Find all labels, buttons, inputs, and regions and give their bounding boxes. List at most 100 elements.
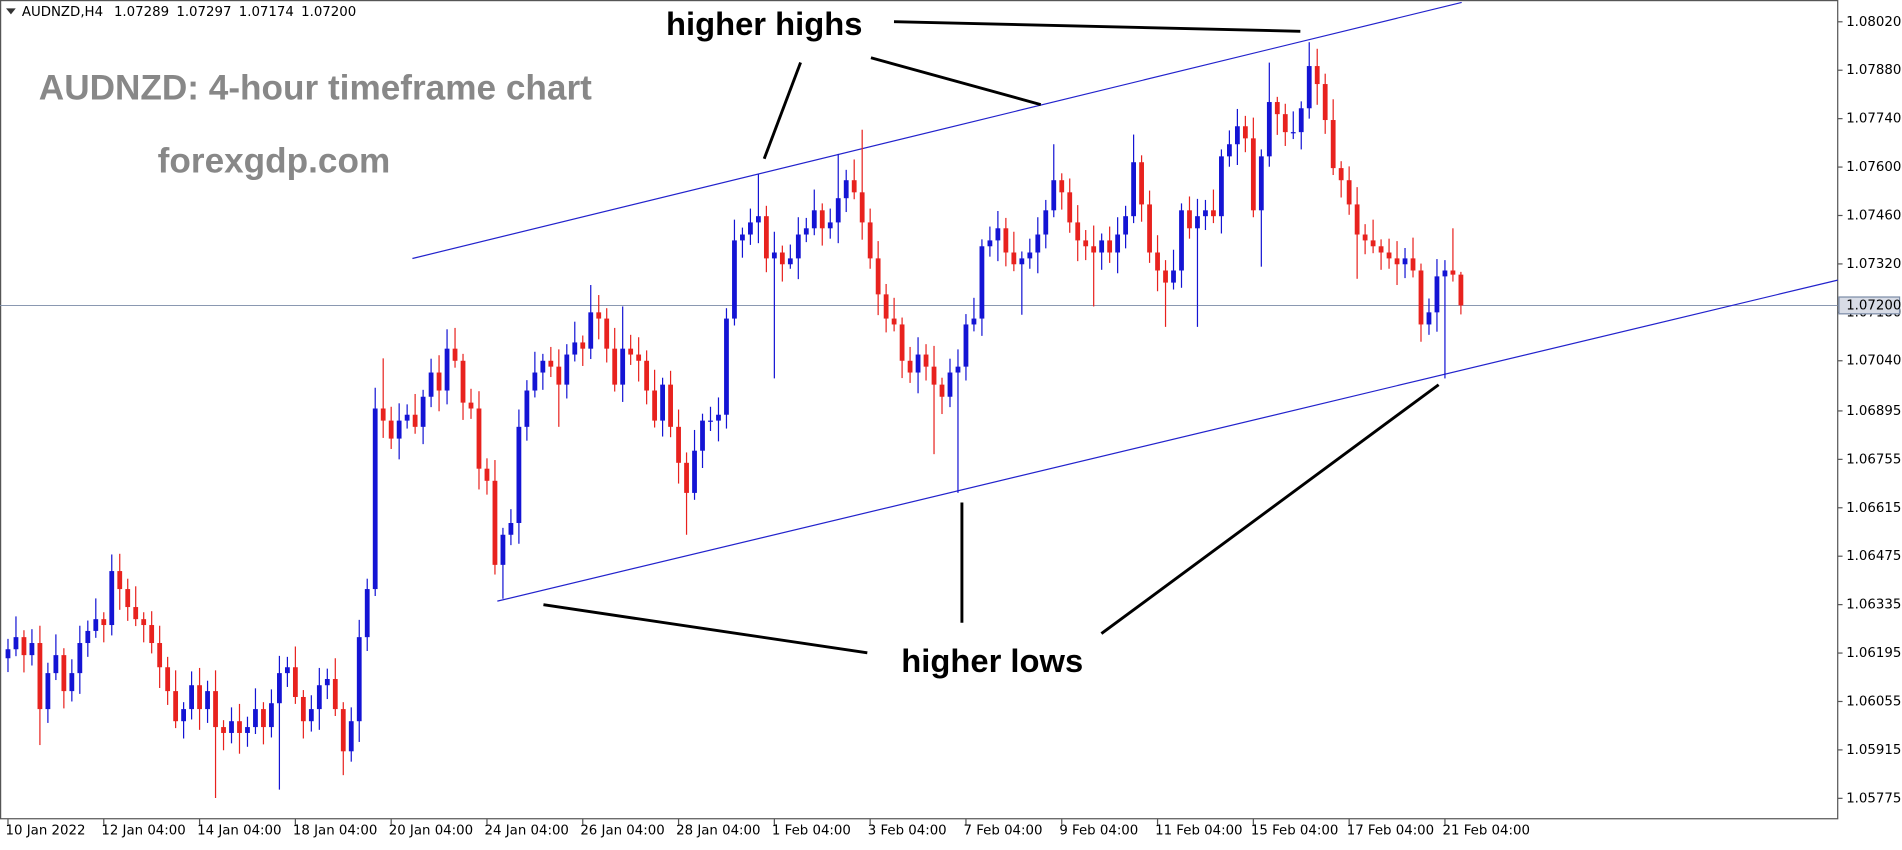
y-tick-label: 1.07460 xyxy=(1846,209,1901,224)
header-close: 1.07200 xyxy=(301,5,356,20)
candle-body xyxy=(157,643,163,668)
candle-body xyxy=(971,318,977,325)
candle-body xyxy=(1219,156,1224,217)
candle-body xyxy=(396,420,402,439)
candle-body xyxy=(1394,258,1400,265)
candle-body xyxy=(779,252,785,265)
candle-body xyxy=(1035,234,1041,253)
candle-body xyxy=(205,691,210,710)
candle-body xyxy=(763,216,769,259)
candle-body xyxy=(1091,246,1097,253)
candle-body xyxy=(995,228,1001,241)
pointer-line xyxy=(893,20,1301,33)
candle-body xyxy=(221,727,226,733)
candle-body xyxy=(676,426,681,463)
candle-body xyxy=(1179,210,1184,271)
candle-body xyxy=(524,390,530,427)
candle-body xyxy=(13,637,19,650)
annotation: higher lows xyxy=(901,642,1083,679)
candle-body xyxy=(412,414,418,427)
candle-body xyxy=(1067,192,1073,223)
x-tick-label: 26 Jan 04:00 xyxy=(580,824,664,839)
x-tick-label: 15 Feb 04:00 xyxy=(1251,824,1338,839)
current-price-tag xyxy=(1838,296,1901,315)
pointer-line xyxy=(870,56,1042,106)
candle-body xyxy=(492,480,498,565)
candle-body xyxy=(987,240,993,247)
candle-body xyxy=(261,709,266,728)
candle-body xyxy=(1362,234,1368,241)
candle-body xyxy=(444,348,450,391)
y-tick-label: 1.06755 xyxy=(1846,452,1901,467)
x-tick-label: 14 Jan 04:00 xyxy=(197,824,281,839)
y-tick-label: 1.07040 xyxy=(1846,354,1901,369)
x-tick-label: 10 Jan 2022 xyxy=(6,824,86,839)
candle-body xyxy=(732,240,737,319)
candle-body xyxy=(141,619,147,626)
pointer-line xyxy=(1100,383,1440,635)
candle-body xyxy=(620,348,626,385)
candle-body xyxy=(37,643,43,710)
candle-body xyxy=(1027,252,1033,259)
candle-body xyxy=(652,390,658,421)
y-tick-label: 1.07880 xyxy=(1846,63,1901,78)
candle-body xyxy=(1250,138,1256,211)
candle-body xyxy=(692,450,697,493)
candle-body xyxy=(827,222,833,229)
x-tick-label: 24 Jan 04:00 xyxy=(485,824,569,839)
candle-body xyxy=(269,703,274,728)
candle-body xyxy=(795,234,801,259)
candle-body xyxy=(899,324,905,361)
candle-body xyxy=(508,522,514,535)
candle-body xyxy=(644,360,650,391)
candle-body xyxy=(324,678,330,686)
lower-trend-line xyxy=(497,279,1838,602)
x-tick-label: 17 Feb 04:00 xyxy=(1347,824,1434,839)
menu-icon[interactable] xyxy=(6,8,16,15)
candle-body xyxy=(979,246,985,319)
candle-body xyxy=(1266,102,1272,157)
y-tick-label: 1.06195 xyxy=(1846,646,1901,661)
candle-body xyxy=(867,222,873,259)
candle-body xyxy=(883,294,889,319)
candle-body xyxy=(700,420,705,451)
candle-body xyxy=(69,673,75,692)
candle-body xyxy=(237,721,242,733)
x-tick-label: 1 Feb 04:00 xyxy=(772,824,851,839)
candle-body xyxy=(356,637,362,722)
candle-body xyxy=(1338,168,1344,181)
candle-body xyxy=(1131,162,1136,217)
candle-body xyxy=(1314,66,1320,85)
candle-body xyxy=(133,607,139,620)
upper-trend-line xyxy=(412,1,1462,260)
candle-body xyxy=(300,696,306,722)
candle-body xyxy=(1458,274,1464,306)
x-tick-label: 9 Feb 04:00 xyxy=(1059,824,1138,839)
candle-body xyxy=(1059,180,1065,193)
x-tick-label: 11 Feb 04:00 xyxy=(1155,824,1242,839)
candle-body xyxy=(213,691,218,728)
candle-body xyxy=(1354,204,1360,235)
candle-body xyxy=(173,691,179,722)
y-tick-label: 1.06615 xyxy=(1846,501,1901,516)
candle-body xyxy=(316,685,322,710)
candle-body xyxy=(117,571,123,590)
candle-body xyxy=(348,721,354,752)
chart-header: AUDNZD,H4 1.07289 1.07297 1.07174 1.07200 xyxy=(22,5,356,20)
candle-body xyxy=(1011,252,1017,265)
candle-body xyxy=(660,384,665,421)
candle-body xyxy=(1147,204,1152,253)
candle-body xyxy=(165,667,171,692)
candle-body xyxy=(891,318,897,325)
candle-body xyxy=(500,534,506,565)
annotation: higher highs xyxy=(666,5,862,42)
candle-body xyxy=(101,619,107,626)
x-tick-label: 12 Jan 04:00 xyxy=(101,824,185,839)
candle-body xyxy=(1211,210,1216,217)
candle-body xyxy=(955,366,961,373)
candle-body xyxy=(540,360,546,373)
candle-body xyxy=(708,420,713,422)
header-low: 1.07174 xyxy=(239,5,294,20)
candle-body xyxy=(612,348,618,385)
